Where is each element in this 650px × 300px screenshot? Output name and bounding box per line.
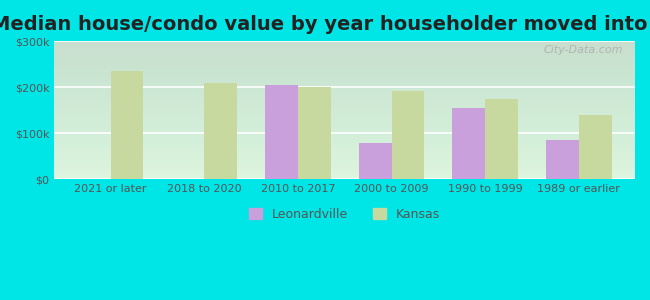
Bar: [359, 142, 391, 179]
Bar: [204, 82, 237, 179]
Bar: [578, 115, 612, 179]
Bar: [111, 71, 144, 179]
Text: City-Data.com: City-Data.com: [544, 45, 623, 55]
Bar: [452, 108, 485, 179]
Bar: [546, 140, 578, 179]
Bar: [265, 85, 298, 179]
Bar: [485, 99, 518, 179]
Bar: [391, 91, 424, 179]
Legend: Leonardville, Kansas: Leonardville, Kansas: [244, 203, 445, 226]
Bar: [298, 87, 331, 179]
Title: Median house/condo value by year householder moved into unit: Median house/condo value by year househo…: [0, 15, 650, 34]
